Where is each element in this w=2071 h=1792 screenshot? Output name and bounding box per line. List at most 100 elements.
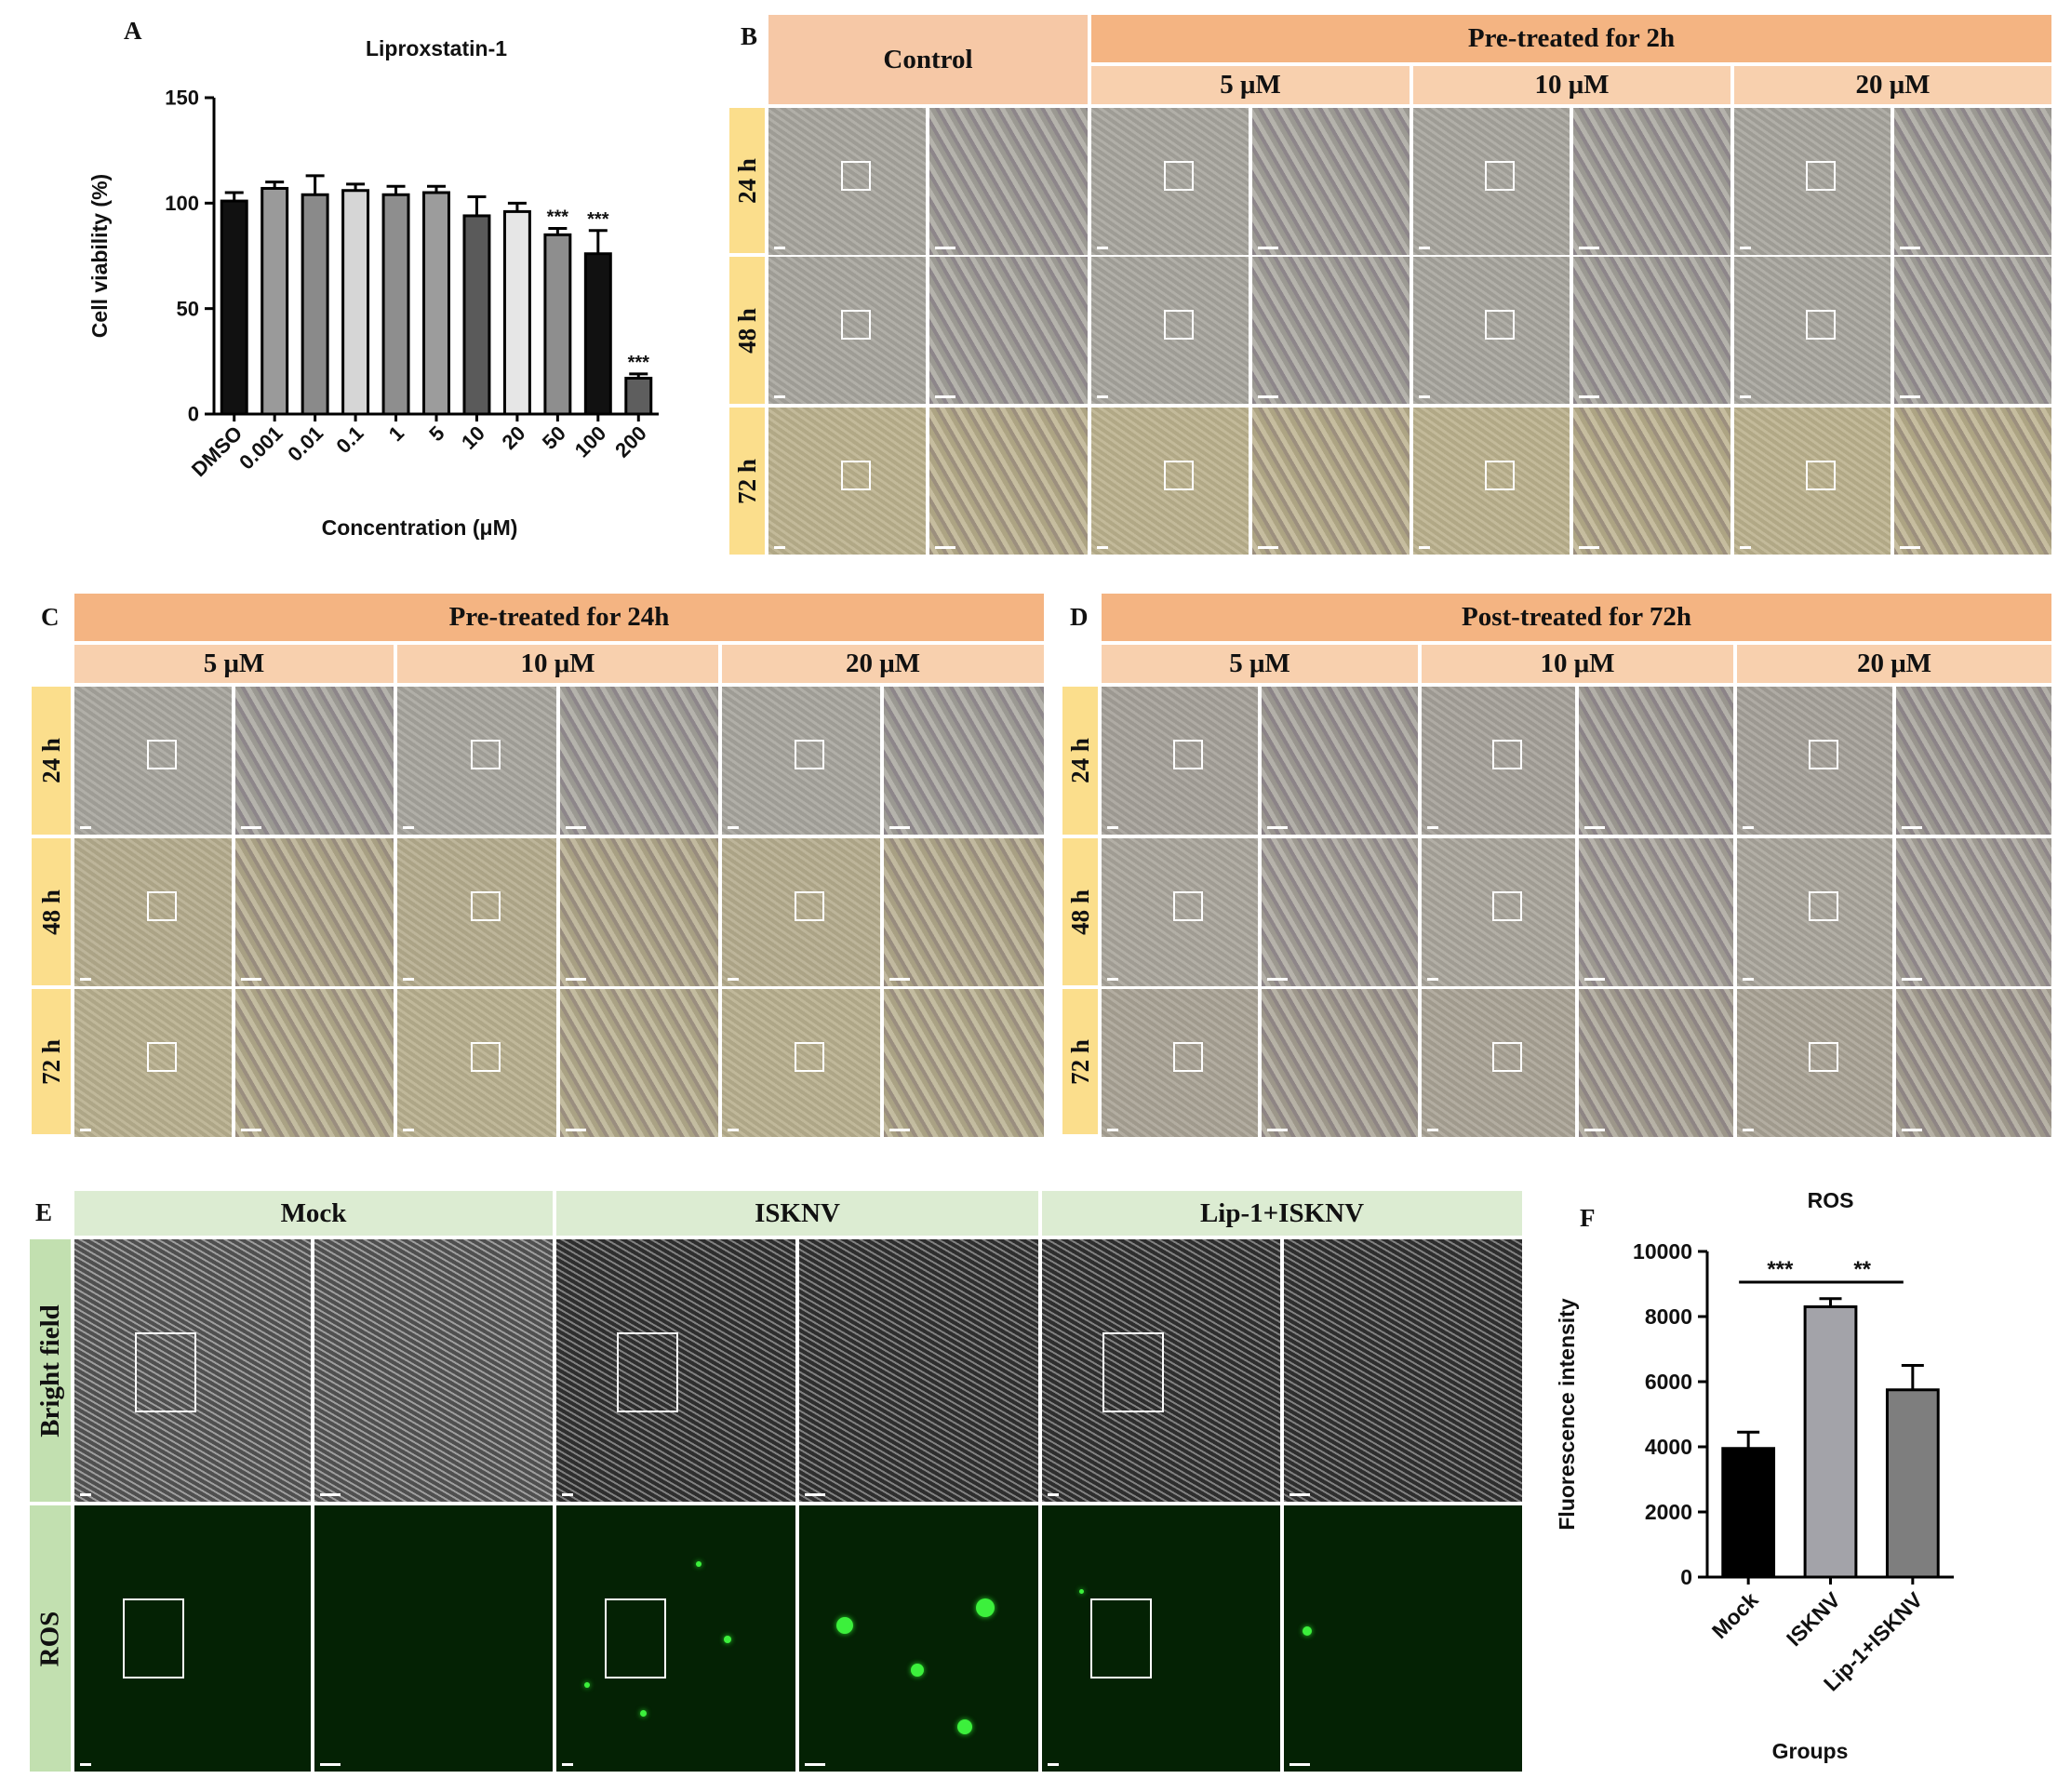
b-image-r2-c1 [767, 255, 928, 406]
f-x-axis-title: Groups [1772, 1739, 1849, 1763]
ros-spot [957, 1719, 972, 1734]
b-image-r2-c8 [1892, 255, 2053, 406]
a-title: Liproxstatin-1 [366, 36, 507, 60]
b-image-r2-c5 [1411, 255, 1571, 406]
b-row-label-1: 24 h [728, 106, 767, 255]
f-bar-3 [1885, 1388, 1940, 1579]
f-y-axis-title: Fluorescence intensity [1555, 1298, 1579, 1530]
a-bar-1 [220, 199, 248, 416]
scale-bar [1107, 978, 1118, 981]
b-control-header: Control [767, 13, 1089, 106]
e-col-header-3: Lip-1+ISKNV [1040, 1189, 1524, 1237]
e-row-label-2: ROS [28, 1504, 73, 1773]
zoom-box [1806, 161, 1836, 191]
b-image-r3-c5 [1411, 406, 1571, 556]
scale-bar [1740, 247, 1751, 249]
c-image-r1-c1 [73, 685, 234, 836]
scale-bar [1289, 1763, 1310, 1766]
c-group-header: Pre-treated for 24h [73, 592, 1046, 643]
d-image-r3-c3 [1420, 987, 1577, 1139]
d-image-r1-c4 [1577, 685, 1735, 836]
scale-bar [1743, 978, 1754, 981]
b-conc-header-2: 10 μM [1411, 64, 1732, 106]
zoom-box [147, 891, 177, 921]
scale-bar [1419, 247, 1430, 249]
scale-bar [1900, 546, 1920, 549]
d-image-r1-c5 [1735, 685, 1894, 836]
c-image-r1-c6 [882, 685, 1046, 836]
d-image-r2-c2 [1260, 836, 1420, 988]
a-significance-3: *** [628, 353, 650, 373]
scale-bar [1740, 546, 1751, 549]
scale-bar [728, 978, 739, 981]
a-significance-1: *** [547, 207, 569, 228]
scale-bar [1107, 826, 1118, 829]
scale-bar [1097, 395, 1108, 398]
b-conc-header-1: 5 μM [1089, 64, 1411, 106]
d-image-r2-c3 [1420, 836, 1577, 988]
scale-bar [728, 1129, 739, 1131]
scale-bar [241, 978, 261, 981]
scale-bar [1579, 395, 1599, 398]
panel-label-d: D [1070, 603, 1089, 631]
zoom-box [1806, 461, 1836, 490]
b-image-r2-c3 [1089, 255, 1250, 406]
scale-bar [935, 395, 955, 398]
zoom-box [135, 1332, 196, 1412]
e-bright-r1-c4 [797, 1237, 1040, 1504]
f-x-tick-label-2: ISKNV [1782, 1587, 1846, 1652]
scale-bar [1743, 826, 1754, 829]
c-conc-header-1: 5 μM [73, 643, 395, 685]
d-conc-header-1: 5 μM [1100, 643, 1420, 685]
a-bar-4 [341, 189, 370, 416]
scale-bar [1584, 978, 1605, 981]
b-image-r1-c3 [1089, 106, 1250, 257]
panel-label-f: F [1580, 1204, 1596, 1232]
scale-bar [562, 1763, 573, 1766]
scale-bar [1902, 1129, 1922, 1131]
zoom-box [1485, 310, 1515, 340]
c-image-r2-c6 [882, 836, 1046, 988]
zoom-box [795, 740, 824, 769]
scale-bar [80, 1763, 91, 1766]
a-y-tick-label: 150 [165, 87, 199, 110]
scale-bar [1419, 395, 1430, 398]
a-x-tick-label-10: 100 [570, 421, 611, 462]
c-image-r2-c5 [720, 836, 882, 988]
c-row-label-1: 24 h [30, 685, 73, 836]
a-x-tick-label-4: 0.1 [331, 421, 367, 458]
scale-bar [1579, 546, 1599, 549]
f-bar-2 [1803, 1305, 1858, 1579]
scale-bar [1900, 247, 1920, 249]
f-y-tick-label: 2000 [1645, 1500, 1692, 1524]
f-x-tick-label-1: Mock [1707, 1587, 1763, 1643]
d-conc-header-3: 20 μM [1735, 643, 2053, 685]
e-bright-r1-c1 [73, 1237, 313, 1504]
zoom-box [841, 161, 871, 191]
b-image-r2-c6 [1571, 255, 1732, 406]
d-row-label-1-text: 24 h [1065, 738, 1094, 783]
e-bright-r1-c3 [554, 1237, 797, 1504]
a-y-tick-label: 0 [188, 403, 199, 426]
scale-bar [889, 826, 910, 829]
e-bright-r1-c2 [313, 1237, 554, 1504]
scale-bar [80, 826, 91, 829]
scale-bar [566, 826, 586, 829]
scale-bar [1097, 247, 1108, 249]
f-bar-1 [1721, 1447, 1776, 1579]
zoom-box [1809, 1042, 1838, 1072]
d-image-r1-c2 [1260, 685, 1420, 836]
c-image-r2-c3 [395, 836, 558, 988]
scale-bar [935, 546, 955, 549]
scale-bar [1267, 826, 1288, 829]
scale-bar [1584, 826, 1605, 829]
b-image-r1-c4 [1250, 106, 1411, 257]
scale-bar [889, 978, 910, 981]
zoom-box [1173, 740, 1203, 769]
scale-bar [1900, 395, 1920, 398]
scale-bar [935, 247, 955, 249]
e-row-label-1: Bright field [28, 1237, 73, 1504]
scale-bar [1097, 546, 1108, 549]
zoom-box [617, 1332, 678, 1412]
